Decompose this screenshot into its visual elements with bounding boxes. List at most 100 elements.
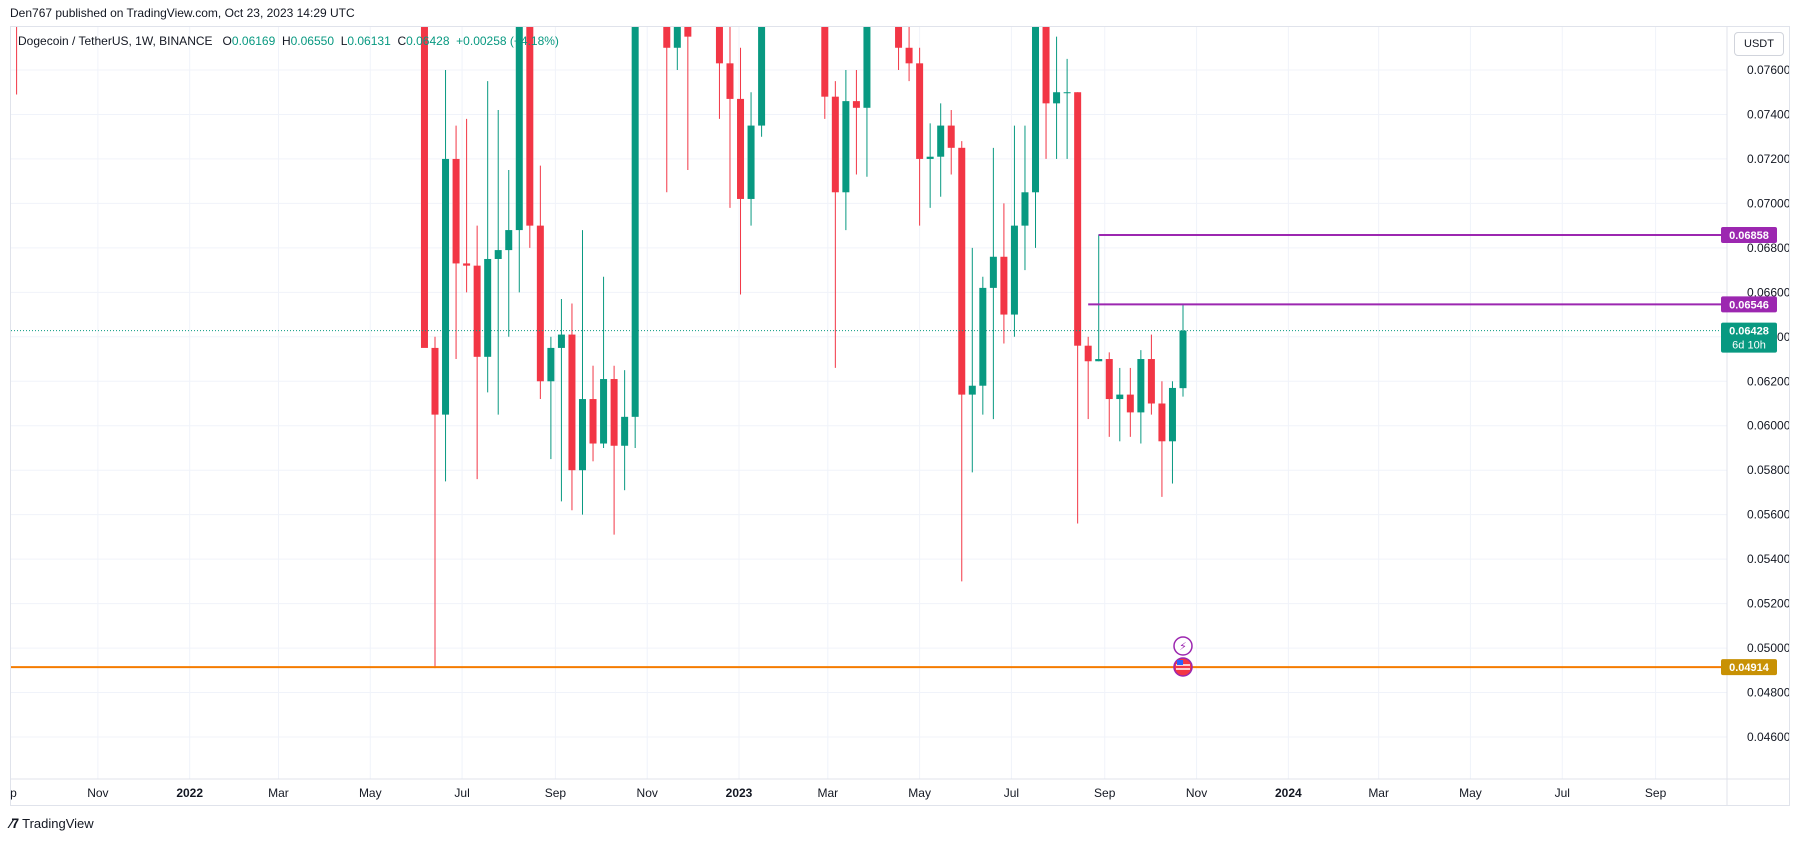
candle-body [863,27,871,108]
candle-body [431,347,439,415]
lightning-event-glyph: ⚡ [1179,640,1187,653]
candle-body [673,27,681,48]
candle-body [926,156,934,159]
time-tick-label: 2024 [1275,786,1302,800]
candles-group [16,27,1187,669]
price-tick-label: 0.06200 [1747,374,1789,388]
legend-open-label: O [222,34,232,48]
candle-body [1179,330,1187,389]
candle-body [526,27,534,226]
candle-body [1116,394,1124,400]
candle-body [937,125,945,157]
time-tick-label: Sep [545,786,567,800]
level-price-tag [1721,659,1777,676]
price-tick-label: 0.07400 [1747,107,1789,121]
price-tick-label: 0.05000 [1747,641,1789,655]
candle-body [905,47,913,64]
candle-body [1095,359,1103,362]
candle-body [979,287,987,386]
level-price-tag-label: 0.06546 [1729,299,1769,311]
price-tick-label: 0.05800 [1747,463,1789,477]
time-tick-label: Mar [268,786,289,800]
legend-symbol: Dogecoin / TetherUS, 1W, BINANCE [18,34,213,48]
candle-body [842,101,850,193]
price-tick-label: 0.04600 [1747,730,1789,744]
tradingview-logo-icon: ⁄7 [10,815,19,831]
candle-body [1105,359,1113,400]
candle-body [737,98,745,199]
time-tick-label: 2023 [726,786,753,800]
price-tick-label: 0.05400 [1747,552,1789,566]
candle-body [442,158,450,415]
candle-body [1021,192,1029,226]
legend-open-value: 0.06169 [231,34,276,48]
time-tick-label: May [1459,786,1482,800]
time-tick-label: Sep [11,786,17,800]
countdown-label: 6d 10h [1732,340,1766,352]
candle-body [631,27,639,417]
tradingview-branding[interactable]: ⁄7 TradingView [10,815,94,831]
candle-body [715,27,723,64]
candle-body [895,27,903,48]
level-price-tag [1721,226,1777,243]
time-tick-label: Mar [1368,786,1389,800]
price-chart[interactable]: 0.07600 0.07400 0.07200 0.07000 0.06800 0.066… [11,27,1789,805]
price-tick-label: 0.05600 [1747,508,1789,522]
candle-body [1137,359,1145,413]
time-tick-label: Nov [87,786,108,800]
legend-high-label: H [281,34,291,48]
legend-close-label: C [397,34,407,48]
candle-body [1074,92,1082,346]
candle-body [1147,359,1155,404]
legend-low-label: L [340,34,348,48]
candle-body [684,27,692,37]
candle-body [568,334,576,471]
candle-body [663,27,671,48]
price-tick-label: 0.05200 [1747,597,1789,611]
time-tick-label: May [908,786,931,800]
candle-body [1126,394,1134,413]
candle-body [831,96,839,193]
price-tick-label: 0.06600 [1747,285,1789,299]
candle-body [989,256,997,288]
candle-body [1168,387,1176,442]
candle-body [968,385,976,395]
candle-body [747,125,755,199]
symbol-legend: Dogecoin / TetherUS, 1W, BINANCE O0.0616… [18,34,559,48]
flag-canton [1177,660,1183,665]
candle-body [473,265,481,357]
time-tick-label: Sep [1645,786,1667,800]
candle-body [1063,92,1071,94]
candle-body [758,27,766,126]
published-by-line: Den767 published on TradingView.com, Oct… [10,6,355,20]
candle-body [557,334,565,348]
candle-body [600,379,608,444]
candle-body [1042,27,1050,104]
price-tick-label: 0.06800 [1747,241,1789,255]
candle-body [1000,256,1008,315]
candle-body [452,158,460,264]
candle-body [958,147,966,395]
candle-body [947,125,955,148]
candle-body [821,27,829,97]
level-price-tag-label: 0.06858 [1729,230,1769,242]
candle-body [621,416,629,446]
legend-low-value: 0.06131 [347,34,391,48]
price-tick-label: 0.07600 [1747,63,1789,77]
candle-body [1084,345,1092,362]
candle-body [578,399,586,471]
candle-body [589,399,597,444]
level-price-tag-label: 0.04914 [1729,662,1770,674]
price-tick-label: 0.07200 [1747,152,1789,166]
price-tick-label: 0.04800 [1747,686,1789,700]
candle-body [505,230,513,251]
candle-body [420,27,428,348]
price-tick-label: 0.07000 [1747,196,1789,210]
current-price-tag [1721,322,1777,353]
candle-body [1032,27,1040,193]
legend-high-value: 0.06550 [290,34,335,48]
level-price-tag [1721,296,1777,313]
time-tick-label: Jul [454,786,469,800]
chart-pane[interactable]: 0.07600 0.07400 0.07200 0.07000 0.06800 0.066… [10,26,1790,806]
currency-button[interactable]: USDT [1734,32,1784,56]
